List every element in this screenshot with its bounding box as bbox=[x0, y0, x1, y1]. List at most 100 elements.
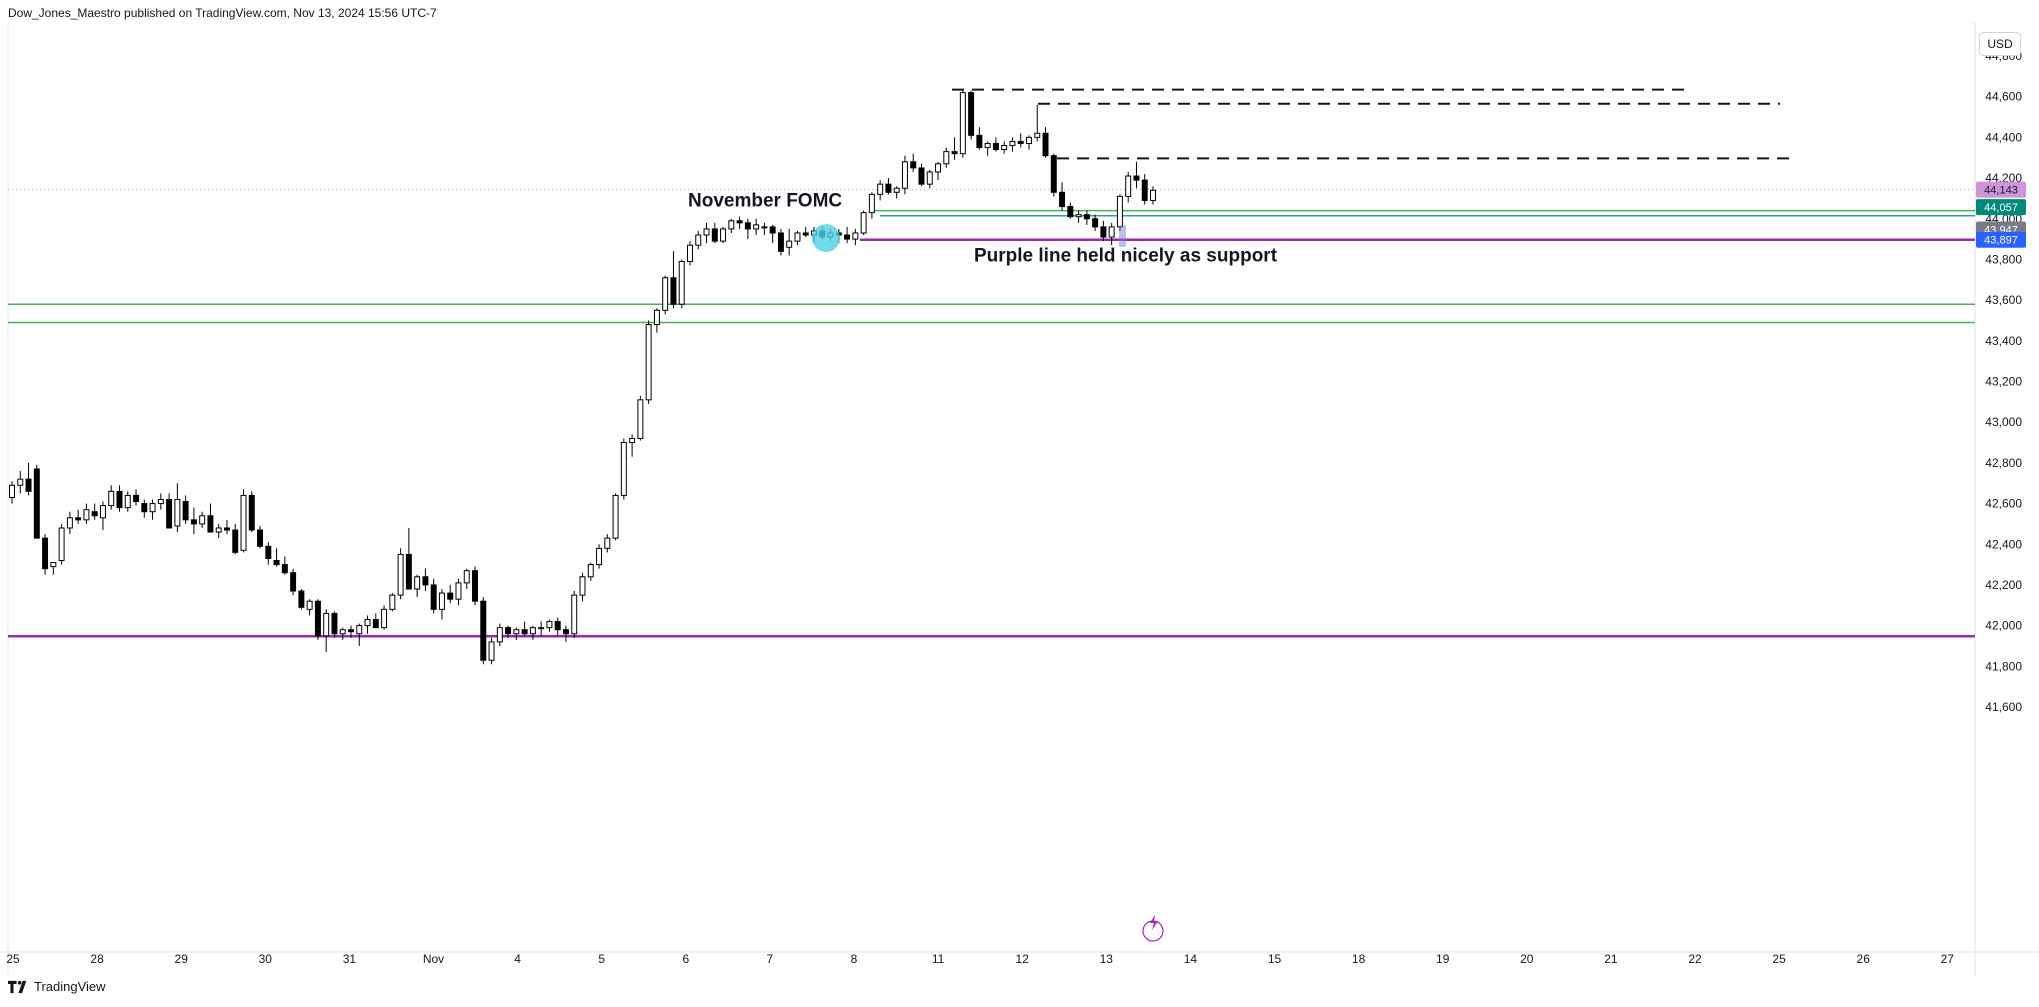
candle-body bbox=[538, 627, 545, 630]
publisher-line: Dow_Jones_Maestro published on TradingVi… bbox=[8, 6, 437, 20]
candle-body bbox=[356, 625, 363, 635]
candle-body bbox=[546, 621, 553, 629]
candle-body bbox=[166, 498, 173, 529]
chart-grid bbox=[0, 22, 2039, 977]
candle-body bbox=[496, 627, 503, 643]
time-tick-label: 5 bbox=[598, 952, 605, 966]
candle-body bbox=[215, 527, 222, 533]
candle-body bbox=[653, 309, 660, 326]
candle-body bbox=[42, 537, 49, 570]
candle-body bbox=[17, 478, 24, 486]
candle-body bbox=[133, 494, 140, 503]
price-badge bbox=[1976, 181, 2026, 198]
candle-body bbox=[364, 619, 371, 627]
candle-body bbox=[290, 572, 297, 592]
candle-body bbox=[174, 498, 181, 527]
candle-body bbox=[761, 226, 768, 229]
time-tick-label: 4 bbox=[514, 952, 521, 966]
candle-body bbox=[786, 240, 793, 248]
candle-body bbox=[389, 594, 396, 610]
candle-body bbox=[1059, 191, 1066, 208]
candle-body bbox=[1050, 155, 1057, 193]
candle-body bbox=[777, 232, 784, 252]
flash-icon bbox=[1142, 920, 1164, 942]
time-tick-label: 25 bbox=[1772, 952, 1786, 966]
time-tick-label: 19 bbox=[1436, 952, 1450, 966]
candle-body bbox=[976, 134, 983, 149]
candle-body bbox=[670, 277, 677, 305]
candle-body bbox=[720, 228, 727, 242]
time-tick-label: 30 bbox=[259, 952, 273, 966]
candle-body bbox=[50, 562, 57, 568]
candle-body bbox=[678, 260, 685, 305]
footer-brand: TradingView bbox=[34, 979, 106, 994]
fomc-marker bbox=[812, 224, 840, 253]
candle-body bbox=[852, 232, 859, 240]
candle-body bbox=[612, 494, 619, 539]
candle-body bbox=[711, 228, 718, 242]
candle-body bbox=[513, 629, 520, 635]
time-tick-label: 22 bbox=[1688, 952, 1702, 966]
candle-body bbox=[935, 163, 942, 173]
candle-body bbox=[455, 582, 462, 600]
price-badge-label: 44,143 bbox=[1984, 185, 2018, 197]
time-tick-label: 14 bbox=[1184, 952, 1198, 966]
candle-body bbox=[273, 560, 280, 566]
time-tick-label: 20 bbox=[1520, 952, 1534, 966]
footer[interactable]: TradingView bbox=[8, 979, 106, 994]
candle-body bbox=[149, 503, 156, 513]
candle-body bbox=[521, 629, 528, 635]
price-chart[interactable]: November FOMC Purple line held nicely as … bbox=[0, 22, 2039, 977]
candle-body bbox=[596, 547, 603, 566]
candle-body bbox=[1108, 226, 1115, 238]
currency-button[interactable]: USD bbox=[1979, 32, 2021, 56]
candle-body bbox=[736, 220, 743, 224]
candle-body bbox=[579, 576, 586, 596]
candle-body bbox=[1125, 175, 1132, 197]
candle-body bbox=[281, 564, 288, 574]
candle-body bbox=[348, 629, 354, 633]
candle-body bbox=[529, 627, 536, 635]
candle-body bbox=[943, 151, 950, 165]
candle-body bbox=[25, 478, 32, 492]
candle-body bbox=[447, 592, 454, 600]
candle-body bbox=[339, 629, 346, 635]
candle-body bbox=[645, 324, 652, 401]
candle-body bbox=[571, 594, 578, 635]
price-tick-label: 43,400 bbox=[1985, 334, 2022, 348]
candle-body bbox=[695, 234, 702, 246]
time-tick-label: 12 bbox=[1016, 952, 1030, 966]
candle-body bbox=[687, 244, 693, 262]
candle-body bbox=[1100, 226, 1107, 238]
time-tick-label: 25 bbox=[6, 952, 20, 966]
candle-body bbox=[480, 600, 487, 661]
candle-body bbox=[397, 553, 404, 596]
time-tick-label: 15 bbox=[1268, 952, 1282, 966]
price-tick-label: 42,000 bbox=[1985, 619, 2022, 633]
candle-body bbox=[1133, 175, 1140, 181]
candle-body bbox=[124, 494, 131, 509]
candle-body bbox=[381, 608, 388, 629]
candle-body bbox=[182, 501, 189, 521]
price-tick-label: 42,800 bbox=[1985, 456, 2022, 470]
candle-body bbox=[877, 183, 884, 195]
candle-body bbox=[1075, 214, 1082, 218]
candle-body bbox=[314, 600, 321, 637]
candle-body bbox=[744, 222, 751, 230]
candle-body bbox=[422, 576, 429, 586]
time-axis: 25 28 29 30 31 Nov 4 5 6 7 8 11 12 13 14 15 18 19 20 21 22 25… bbox=[6, 952, 1954, 966]
candle-body bbox=[265, 545, 272, 559]
candle-body bbox=[99, 505, 106, 519]
candle-body bbox=[629, 437, 636, 444]
candle-body bbox=[157, 498, 164, 505]
candle-body bbox=[1067, 206, 1074, 218]
candle-body bbox=[207, 515, 214, 533]
candle-body bbox=[951, 151, 958, 155]
candle-body bbox=[116, 490, 123, 509]
candle-body bbox=[992, 142, 999, 151]
chart-overlays: November FOMC Purple line held nicely as … bbox=[688, 191, 1278, 942]
candle-body bbox=[1009, 140, 1016, 147]
price-tick-label: 41,600 bbox=[1985, 700, 2022, 714]
candle-body bbox=[257, 529, 264, 547]
candle-body bbox=[1150, 189, 1156, 201]
